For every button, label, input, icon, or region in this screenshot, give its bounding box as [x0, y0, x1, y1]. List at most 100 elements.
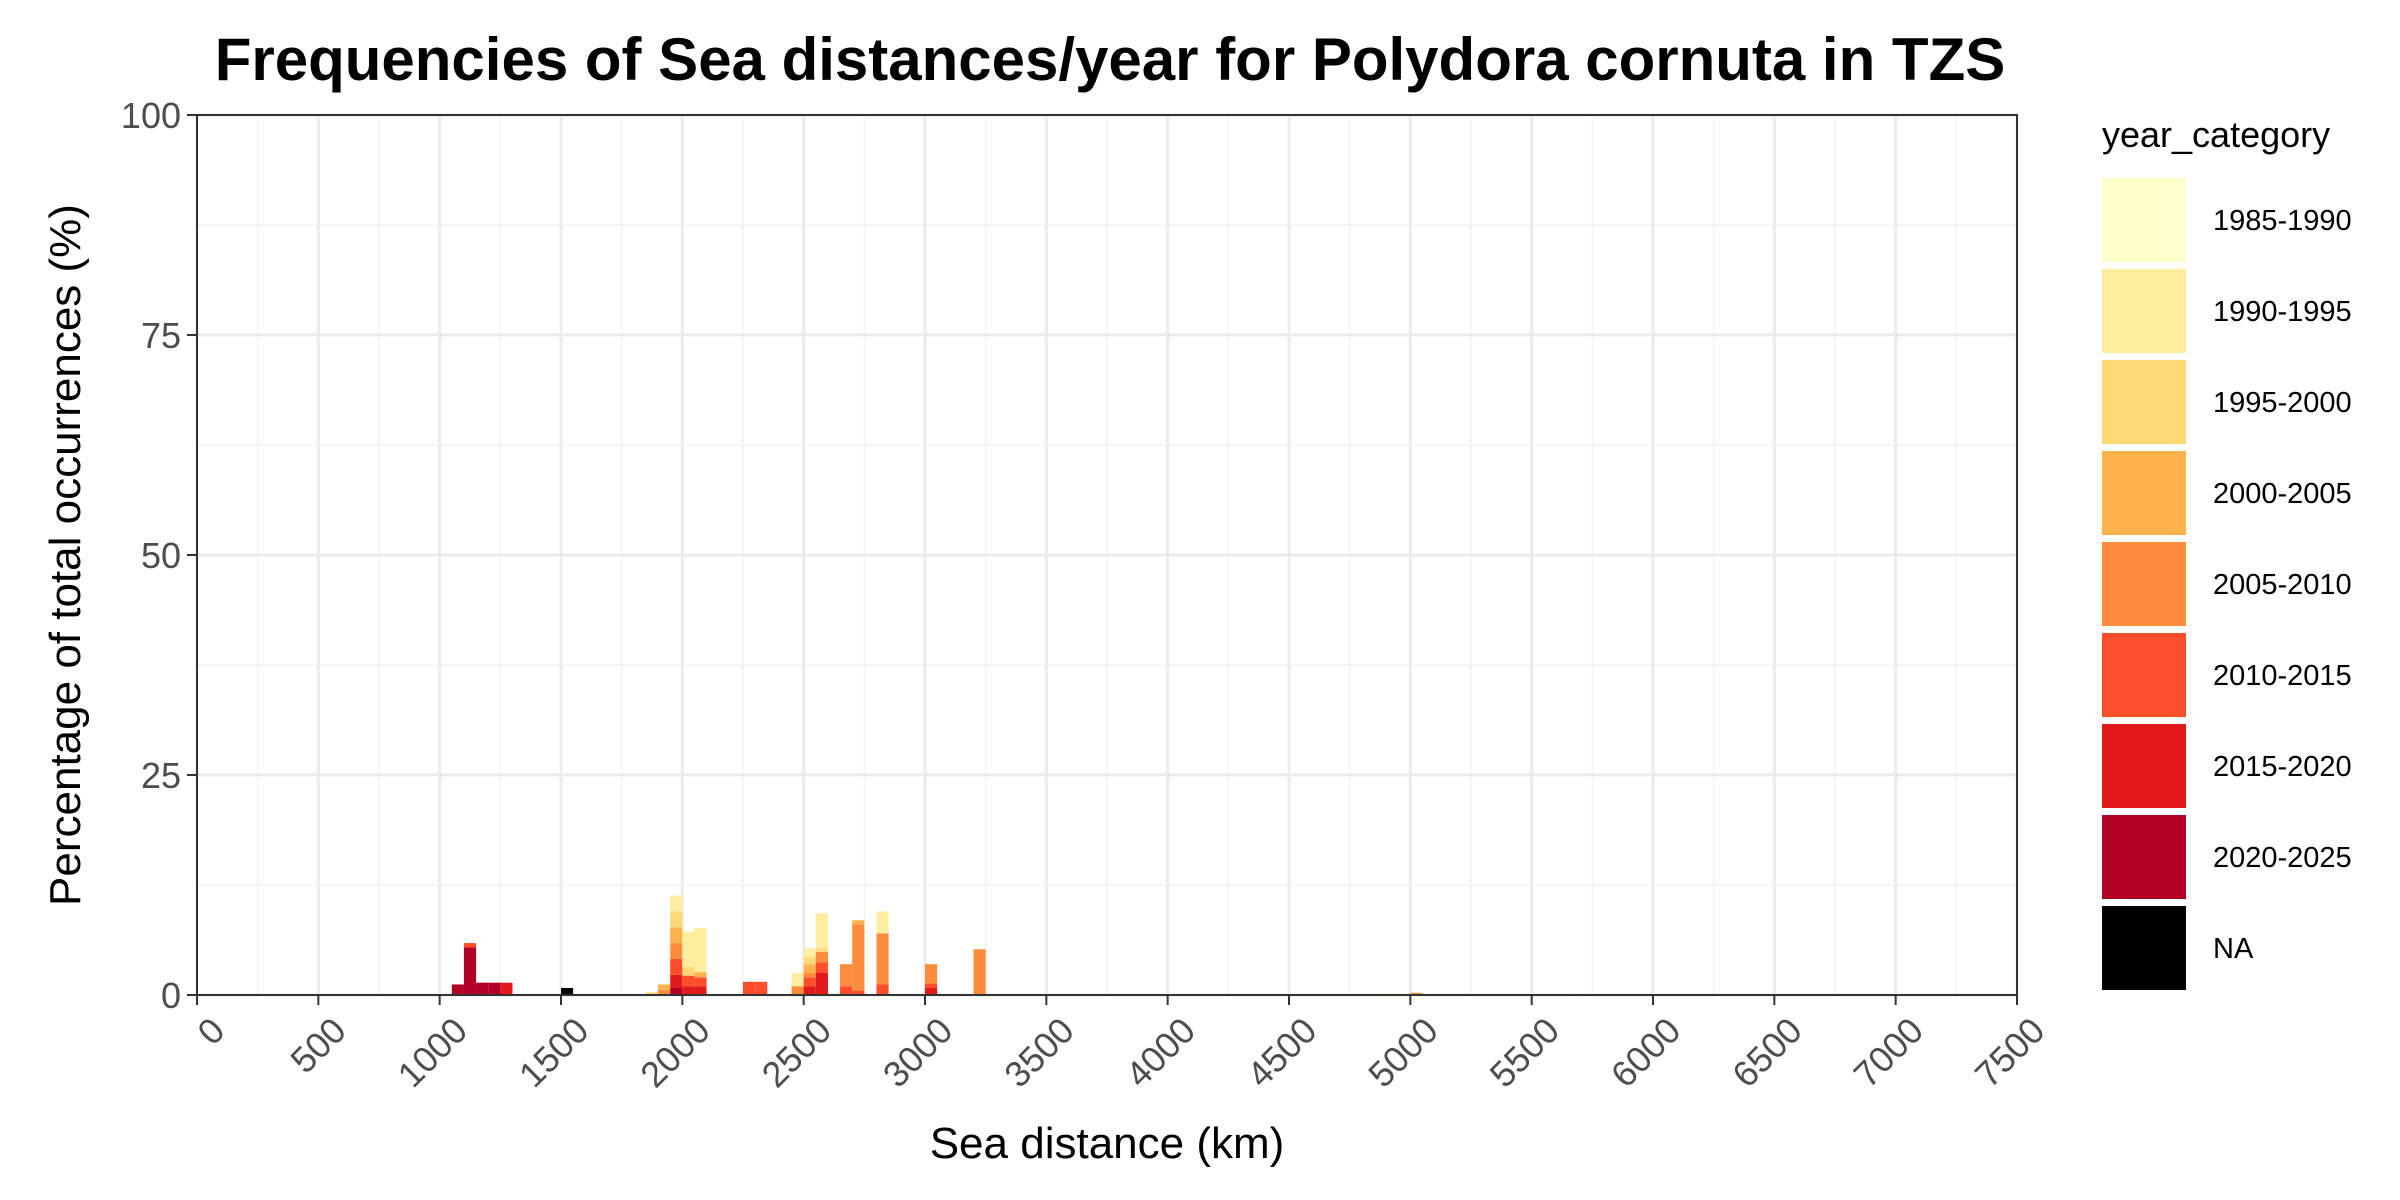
- bars: [451, 895, 1569, 995]
- bar-segment: [876, 984, 889, 995]
- bar-segment: [803, 986, 816, 995]
- legend-label: 2005-2010: [2213, 569, 2352, 601]
- bar-segment: [803, 964, 816, 973]
- legend-key: [2102, 269, 2186, 353]
- bar-segment: [1410, 992, 1423, 995]
- x-tick-label: 500: [282, 1009, 353, 1080]
- x-tick-label: 2500: [754, 1009, 840, 1095]
- bar-segment: [451, 984, 464, 995]
- legend-key: [2102, 178, 2186, 262]
- bar-segment: [791, 973, 804, 987]
- plot-area: [195, 113, 2019, 997]
- x-axis: 0 500 1000 1500 2000 2500 3000 3500 4000 4500 5000…: [189, 995, 2052, 1095]
- bar-segment: [973, 949, 986, 995]
- bar-segment: [925, 964, 938, 984]
- x-tick-label: 2000: [632, 1009, 718, 1095]
- legend-key: [2102, 633, 2186, 717]
- bar-segment: [670, 958, 683, 975]
- bar-segment: [803, 948, 816, 958]
- x-tick-label: 5000: [1360, 1009, 1446, 1095]
- bar-segment: [488, 982, 501, 995]
- bar-segment: [852, 924, 865, 991]
- legend-label: 1995-2000: [2213, 387, 2352, 419]
- bar-segment: [694, 972, 707, 978]
- legend-key: [2102, 724, 2186, 808]
- legend-key: [2102, 451, 2186, 535]
- bar-segment: [658, 984, 671, 990]
- x-tick-label: 7000: [1846, 1009, 1932, 1095]
- bar-segment: [682, 975, 695, 987]
- chart-title: Frequencies of Sea distances/year for Po…: [215, 26, 2006, 93]
- bar-segment: [476, 982, 489, 995]
- bar-segment: [682, 931, 695, 967]
- bar-segment: [670, 974, 683, 988]
- legend-key: [2102, 906, 2186, 990]
- legend-label: 2000-2005: [2213, 478, 2352, 510]
- bar-segment: [815, 962, 828, 973]
- bar-segment: [803, 977, 816, 987]
- bar-segment: [840, 964, 853, 987]
- bar-segment: [803, 973, 816, 978]
- bar-segment: [852, 990, 865, 995]
- bar-segment: [561, 987, 574, 995]
- bar-segment: [670, 943, 683, 959]
- bar-segment: [645, 992, 659, 995]
- bar-segment: [658, 989, 671, 995]
- y-tick-label: 75: [141, 315, 181, 356]
- bar-segment: [670, 911, 683, 928]
- x-tick-label: 1500: [511, 1009, 597, 1095]
- bar-segment: [815, 973, 828, 995]
- bar-segment: [463, 947, 477, 995]
- y-tick-label: 50: [141, 535, 181, 576]
- x-tick-label: 4000: [1118, 1009, 1204, 1095]
- x-tick-label: 7500: [1967, 1009, 2053, 1095]
- legend-key: [2102, 360, 2186, 444]
- legend-label: 1985-1990: [2213, 205, 2352, 237]
- y-tick-label: 0: [161, 975, 181, 1016]
- bar-segment: [815, 913, 828, 949]
- bar-segment: [694, 977, 707, 987]
- bar-segment: [682, 986, 695, 995]
- bar-segment: [791, 986, 804, 995]
- legend-title: year_category: [2102, 114, 2330, 155]
- bar-segment: [670, 895, 683, 912]
- bar-segment: [876, 933, 889, 985]
- x-tick-label: 5500: [1482, 1009, 1568, 1095]
- x-tick-label: 4500: [1239, 1009, 1325, 1095]
- y-axis-title: Percentage of total occurrences (%): [41, 204, 90, 906]
- bar-segment: [815, 951, 828, 963]
- bar-segment: [840, 986, 853, 995]
- x-tick-label: 6500: [1724, 1009, 1810, 1095]
- bar-segment: [876, 911, 889, 934]
- legend-label: 1990-1995: [2213, 296, 2352, 328]
- bar-segment: [670, 987, 683, 995]
- legend-label: NA: [2213, 933, 2254, 965]
- y-tick-label: 100: [121, 95, 181, 136]
- bar-segment: [463, 943, 477, 948]
- bar-segment: [500, 982, 513, 995]
- legend-key: [2102, 815, 2186, 899]
- bar-segment: [925, 987, 938, 995]
- legend-label: 2020-2025: [2213, 842, 2352, 874]
- x-tick-label: 0: [189, 1009, 232, 1052]
- legend-label: 2015-2020: [2213, 751, 2352, 783]
- bar-segment: [694, 928, 707, 973]
- bar-segment: [755, 981, 768, 995]
- bar-segment: [852, 920, 865, 925]
- bar-segment: [925, 983, 938, 988]
- x-axis-title: Sea distance (km): [930, 1119, 1285, 1168]
- bar-segment: [815, 948, 828, 952]
- bar-segment: [743, 981, 756, 995]
- y-axis: 0 25 50 75 100: [121, 95, 197, 1016]
- bar-segment: [670, 927, 683, 944]
- legend: year_category 1985-1990 1990-1995 1995-200…: [2102, 114, 2352, 990]
- legend-key: [2102, 542, 2186, 626]
- x-tick-label: 3500: [996, 1009, 1082, 1095]
- bar-segment: [682, 966, 695, 976]
- x-tick-label: 6000: [1603, 1009, 1689, 1095]
- bar-segment: [694, 986, 707, 995]
- y-tick-label: 25: [141, 755, 181, 796]
- legend-label: 2010-2015: [2213, 660, 2352, 692]
- x-tick-label: 1000: [390, 1009, 476, 1095]
